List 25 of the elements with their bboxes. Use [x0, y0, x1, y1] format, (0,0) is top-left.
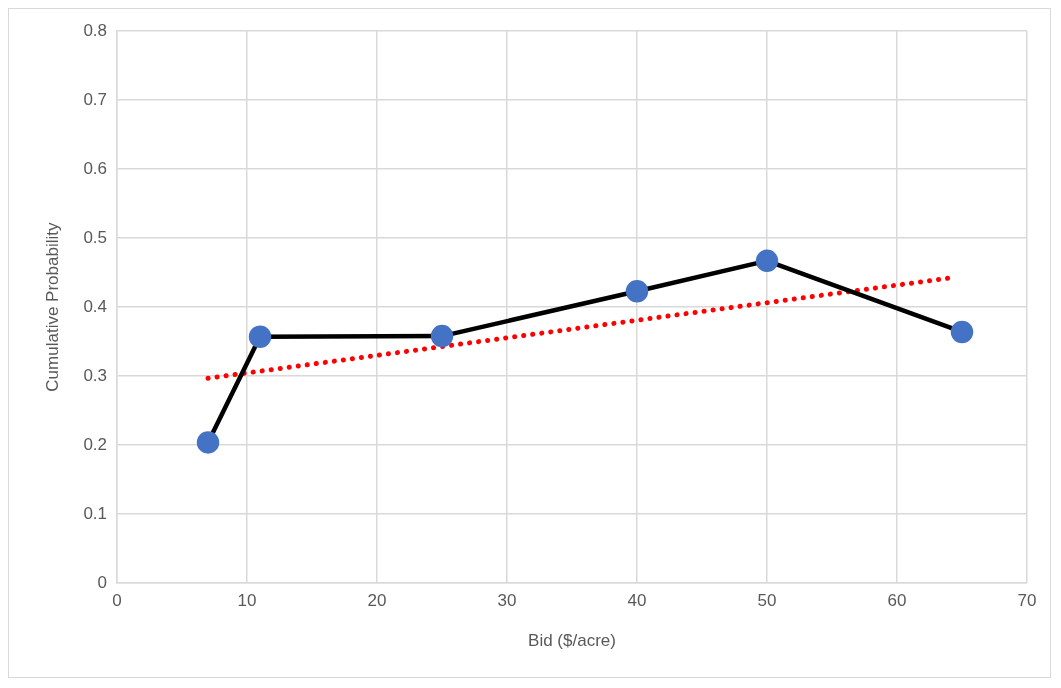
y-tick-label: 0.5: [83, 227, 108, 247]
x-tick-label: 30: [497, 591, 517, 611]
x-tick-label: 0: [112, 591, 122, 611]
point: [430, 324, 454, 348]
point: [248, 325, 272, 349]
y-tick-label: 0.3: [83, 365, 108, 385]
x-tick-label: 70: [1017, 591, 1037, 611]
x-tick-label: 10: [237, 591, 257, 611]
x-tick-label: 50: [757, 591, 777, 611]
point: [755, 249, 779, 273]
y-axis-title: Cumulative Probability: [42, 222, 62, 392]
y-tick-label: 0.1: [83, 503, 108, 523]
x-axis-title: Bid ($/acre): [528, 631, 616, 651]
y-tick-label: 0.2: [83, 434, 108, 454]
x-tick-label: 60: [887, 591, 907, 611]
point: [196, 431, 220, 454]
y-tick-label: 0.6: [83, 158, 108, 178]
point: [625, 279, 649, 303]
x-tick-label: 20: [367, 591, 387, 611]
y-tick-label: 0.8: [83, 20, 108, 40]
point: [950, 320, 974, 344]
y-tick-label: 0.7: [83, 89, 108, 109]
x-tick-label: 40: [627, 591, 647, 611]
y-tick-label: 0.4: [83, 296, 108, 316]
y-tick-label: 0: [97, 572, 108, 592]
